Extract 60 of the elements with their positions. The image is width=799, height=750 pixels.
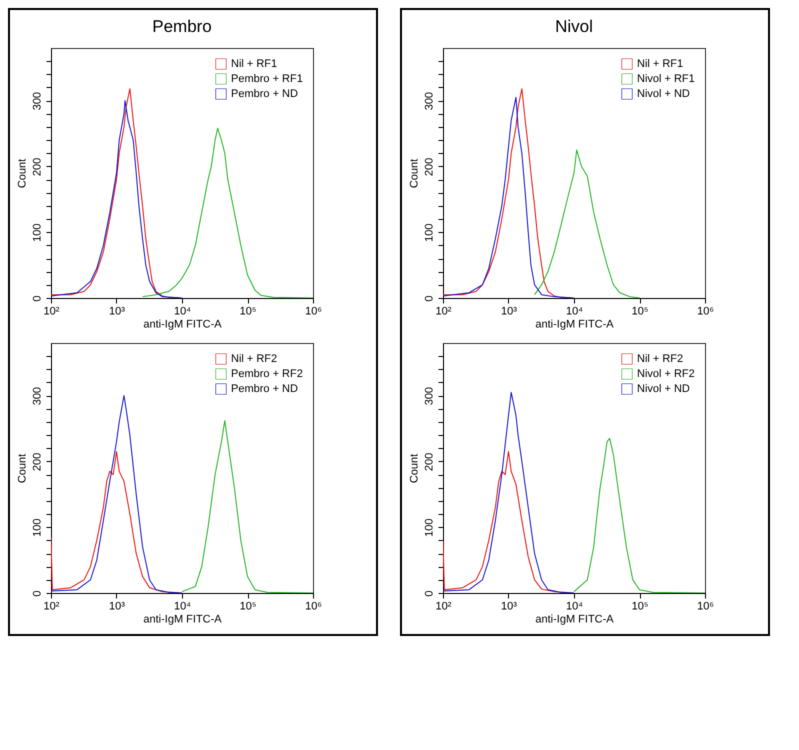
y-tick-label: 0 <box>32 590 44 597</box>
legend-label: Pembro + ND <box>231 88 298 100</box>
x-tick-label: 10³ <box>109 600 126 612</box>
chart-title: Nivol <box>555 17 593 36</box>
y-tick-label: 200 <box>424 158 436 176</box>
x-tick-label: 10⁴ <box>566 600 584 612</box>
x-tick-label: 10⁶ <box>305 306 322 318</box>
x-tick-label: 10² <box>436 600 452 612</box>
x-tick-label: 10³ <box>501 600 518 612</box>
x-tick-label: 10⁵ <box>632 600 648 612</box>
legend-label: Nivol + ND <box>637 88 690 100</box>
x-tick-label: 10⁴ <box>174 306 192 318</box>
y-axis-title: Count <box>408 158 420 188</box>
y-tick-label: 300 <box>424 386 436 406</box>
y-tick-label: 200 <box>32 452 44 472</box>
y-axis-title: Count <box>16 158 28 188</box>
x-tick-label: 10⁴ <box>566 306 584 318</box>
x-tick-label: 10⁵ <box>240 600 256 612</box>
legend-label: Nil + RF1 <box>637 58 684 70</box>
legend-label: Nivol + ND <box>637 383 690 395</box>
panel-frame: 10² 10³ 10⁴ 10⁵ 10⁶ anti-IgM FITC-A 0 100 200 300 Count Nil + RF1 Pembro + RF1 Pembro + ND Pembro 10² 10³ 10⁴ 10⁵ 10⁶ anti-IgM FITC-A 0 100 200 300 Count Nil + RF2 Pembro + RF2 Pembro + ND <box>8 8 378 636</box>
legend-label: Pembro + RF2 <box>231 368 303 380</box>
y-tick-label: 200 <box>32 158 44 176</box>
y-tick-label: 0 <box>424 295 436 302</box>
legend-label: Nivol + RF2 <box>637 368 695 380</box>
y-tick-label: 100 <box>424 224 436 242</box>
y-tick-label: 100 <box>424 518 436 537</box>
y-tick-label: 300 <box>32 386 44 406</box>
x-axis-title: anti-IgM FITC-A <box>535 318 614 330</box>
chart-title: Pembro <box>152 17 212 36</box>
legend-label: Nil + RF2 <box>637 353 684 365</box>
y-tick-label: 300 <box>32 92 44 110</box>
y-tick-label: 100 <box>32 518 44 537</box>
y-axis-title: Count <box>408 454 420 484</box>
x-tick-label: 10² <box>44 600 60 612</box>
y-axis-title: Count <box>16 454 28 484</box>
x-tick-label: 10⁴ <box>174 600 192 612</box>
x-tick-label: 10⁶ <box>305 600 322 612</box>
x-tick-label: 10⁵ <box>632 306 648 318</box>
y-tick-label: 200 <box>424 452 436 472</box>
panel-frame: 10² 10³ 10⁴ 10⁵ 10⁶ anti-IgM FITC-A 0 100 200 300 Count Nil + RF1 Nivol + RF1 Nivol + ND Nivol 10² 10³ 10⁴ 10⁵ 10⁶ anti-IgM FITC-A 0 100 200 300 Count Nil + RF2 Nivol + RF2 Nivol + ND <box>400 8 770 636</box>
x-tick-label: 10² <box>436 306 452 318</box>
y-tick-label: 0 <box>32 295 44 302</box>
x-tick-label: 10⁶ <box>697 600 714 612</box>
x-tick-label: 10⁵ <box>240 306 256 318</box>
x-tick-label: 10³ <box>109 306 126 318</box>
x-tick-label: 10⁶ <box>697 306 714 318</box>
y-tick-label: 300 <box>424 92 436 110</box>
x-axis-title: anti-IgM FITC-A <box>143 318 222 330</box>
legend-label: Pembro + ND <box>231 383 298 395</box>
legend-label: Pembro + RF1 <box>231 73 303 85</box>
x-tick-label: 10³ <box>501 306 518 318</box>
x-tick-label: 10² <box>44 306 60 318</box>
x-axis-title: anti-IgM FITC-A <box>143 614 222 626</box>
y-tick-label: 0 <box>424 590 436 597</box>
y-tick-label: 100 <box>32 224 44 242</box>
legend-label: Nil + RF1 <box>231 58 278 70</box>
legend-label: Nil + RF2 <box>231 353 278 365</box>
x-axis-title: anti-IgM FITC-A <box>535 614 614 626</box>
legend-label: Nivol + RF1 <box>637 73 695 85</box>
